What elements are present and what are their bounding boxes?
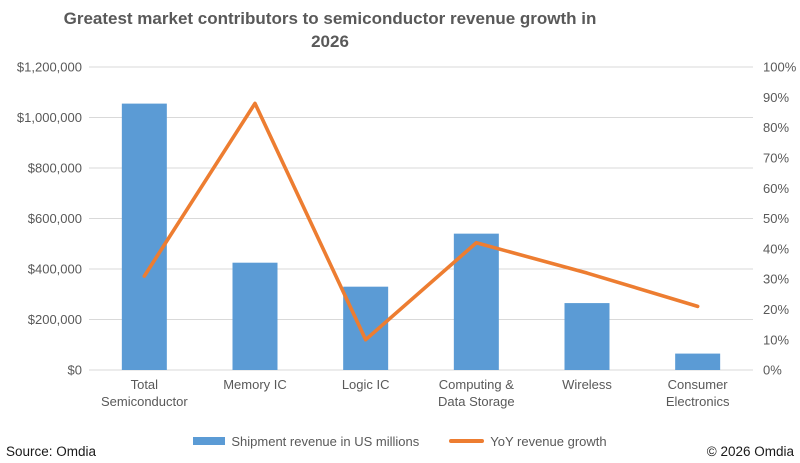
right-axis-tick-label: 10%	[763, 332, 789, 347]
x-axis-category-label: Computing & Data Storage	[438, 377, 515, 409]
growth-line	[142, 101, 700, 342]
bar	[675, 353, 721, 370]
legend-item-bar-series: Shipment revenue in US millions	[193, 434, 419, 449]
right-axis-tick-label: 30%	[763, 272, 789, 287]
x-axis-category-label: Consumer Electronics	[666, 377, 730, 409]
copyright-text: © 2026 Omdia	[706, 444, 794, 459]
chart-title-line2: 2026	[311, 32, 349, 51]
left-axis-tick-label: $0	[68, 363, 82, 378]
right-axis-tick-label: 20%	[763, 302, 789, 317]
chart-title-line1: Greatest market contributors to semicond…	[63, 9, 597, 28]
legend-line-label: YoY revenue growth	[490, 433, 607, 449]
right-axis-tick-label: 100%	[763, 60, 797, 75]
bar	[121, 103, 167, 371]
right-axis-tick-label: 50%	[763, 211, 789, 226]
bar	[343, 286, 389, 370]
right-axis-tick-label: 90%	[763, 90, 789, 105]
x-axis-category-label: Memory IC	[223, 377, 287, 392]
left-axis-tick-label: $400,000	[28, 262, 82, 277]
right-axis-tick-label: 80%	[763, 120, 789, 135]
bar	[564, 303, 610, 370]
bar	[453, 233, 499, 370]
legend-item-line-series: YoY revenue growth	[449, 433, 607, 449]
chart-title: Greatest market contributors to semicond…	[0, 7, 660, 53]
left-axis-tick-label: $200,000	[28, 312, 82, 327]
right-axis-tick-label: 60%	[763, 181, 789, 196]
source-text: Source: Omdia	[6, 444, 97, 459]
bar	[232, 262, 278, 370]
x-axis-category-label: Wireless	[562, 377, 612, 392]
left-axis-tick-label: $600,000	[28, 211, 82, 226]
legend-bar-label: Shipment revenue in US millions	[231, 433, 420, 449]
right-axis-tick-label: 0%	[763, 363, 782, 378]
line-series-swatch-icon	[449, 439, 485, 443]
left-axis-tick-label: $1,000,000	[17, 110, 82, 125]
right-axis-tick-label: 40%	[763, 241, 789, 256]
left-axis-tick-label: $1,200,000	[17, 60, 82, 75]
legend: Shipment revenue in US millions YoY reve…	[0, 432, 800, 450]
bar-series-swatch-icon	[193, 437, 226, 445]
x-axis-category-label: Logic IC	[342, 377, 390, 392]
left-axis-tick-label: $800,000	[28, 161, 82, 176]
x-axis-category-label: Total Semiconductor	[101, 377, 188, 409]
plot-area: $0 $200,000 $400,000 $600,000 $800,000 $1,000…	[17, 60, 797, 409]
right-axis-tick-label: 70%	[763, 150, 789, 165]
